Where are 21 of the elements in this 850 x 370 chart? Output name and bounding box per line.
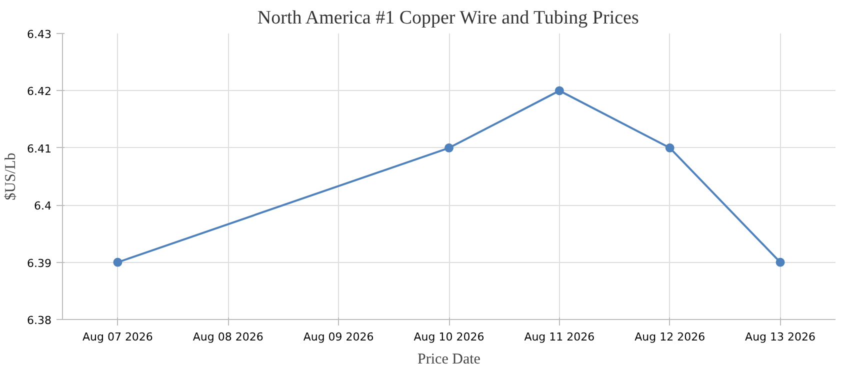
- x-tick-label: Aug 13 2026: [745, 330, 816, 344]
- y-tick-label: 6.41: [27, 142, 52, 156]
- y-axis-title: $US/Lb: [3, 152, 20, 200]
- point: [444, 143, 454, 152]
- y-tick-label: 6.42: [27, 85, 52, 98]
- x-tick-label: Aug 11 2026: [524, 330, 595, 344]
- x-tick-label: Aug 09 2026: [303, 330, 374, 344]
- point: [665, 143, 674, 152]
- point: [776, 258, 785, 267]
- x-axis-title: Price Date: [418, 352, 481, 368]
- x-tick-label: Aug 07 2026: [82, 330, 153, 344]
- chart-title: North America #1 Copper Wire and Tubing Prices: [257, 8, 639, 28]
- x-tick-label: Aug 12 2026: [634, 330, 706, 344]
- y-tick-label: 6.43: [27, 28, 52, 41]
- y-tick-label: 6.4: [34, 200, 52, 213]
- x-tick-label: Aug 08 2026: [192, 330, 264, 344]
- y-tick-label: 6.38: [27, 314, 52, 327]
- point: [554, 86, 564, 96]
- y-tick-label: 6.39: [27, 256, 52, 270]
- x-tick-label: Aug 10 2026: [414, 330, 484, 344]
- point: [113, 258, 122, 267]
